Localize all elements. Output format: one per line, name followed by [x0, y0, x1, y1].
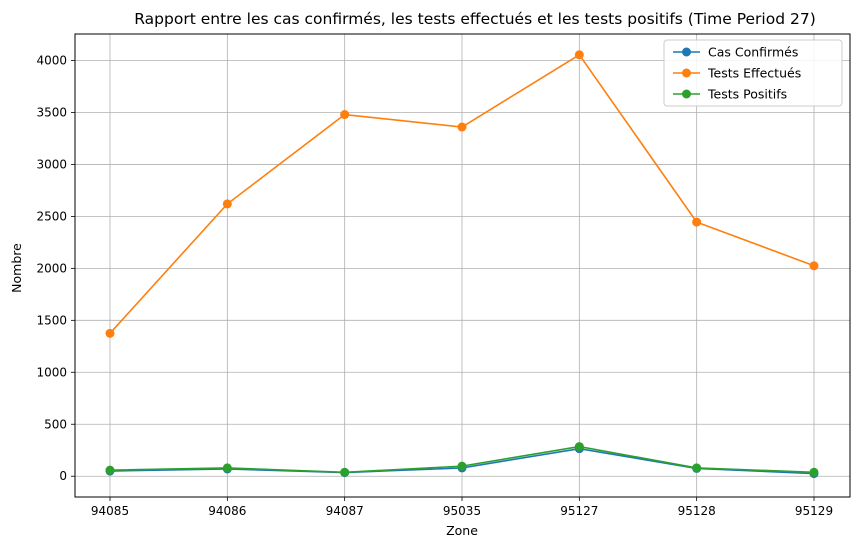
plot-area-frame — [74, 33, 851, 498]
legend: Cas Confirmés Tests Effectués Tests Positi… — [663, 39, 843, 107]
data-point — [809, 467, 819, 477]
data-point — [340, 467, 350, 477]
series-group — [105, 50, 819, 338]
data-point — [457, 122, 467, 132]
x-tick-label: 95129 — [795, 504, 833, 518]
data-point — [574, 442, 584, 452]
legend-entry-label: Cas Confirmés — [708, 45, 798, 60]
x-axis-label: Zone — [446, 523, 478, 538]
chart-title: Rapport entre les cas confirmés, les tes… — [134, 10, 816, 28]
y-tick-label: 500 — [44, 417, 67, 431]
x-tick-label: 95127 — [560, 504, 598, 518]
data-point — [692, 463, 702, 473]
legend-entry-label: Tests Effectués — [707, 66, 801, 81]
data-point — [574, 50, 584, 60]
y-axis-ticks: 0 500 1000 1500 2000 2500 3000 3500 4000 — [36, 54, 75, 483]
data-point — [222, 199, 232, 209]
y-tick-label: 3000 — [36, 157, 67, 171]
y-tick-label: 2500 — [36, 209, 67, 223]
x-tick-label: 95035 — [443, 504, 481, 518]
y-tick-label: 1000 — [36, 365, 67, 379]
x-tick-label: 94087 — [326, 504, 364, 518]
y-tick-label: 3500 — [36, 105, 67, 119]
x-axis-ticks: 94085 94086 94087 95035 95127 95128 95129 — [91, 497, 833, 518]
y-tick-label: 0 — [59, 469, 67, 483]
plot-series — [105, 50, 819, 479]
data-point — [105, 465, 115, 475]
y-tick-label: 1500 — [36, 313, 67, 327]
grid-lines — [75, 34, 850, 497]
legend-swatch-marker — [682, 47, 691, 57]
data-point — [457, 461, 467, 471]
y-axis-label: Nombre — [9, 243, 24, 293]
data-point — [222, 463, 232, 473]
x-tick-label: 94086 — [208, 504, 246, 518]
x-tick-label: 95128 — [678, 504, 716, 518]
y-tick-label: 2000 — [36, 261, 67, 275]
legend-box — [663, 39, 843, 107]
data-point — [340, 110, 350, 120]
data-point — [809, 261, 819, 271]
y-tick-label: 4000 — [36, 54, 67, 68]
data-point — [692, 217, 702, 227]
legend-entry-label: Tests Positifs — [707, 87, 787, 102]
legend-swatch-marker — [682, 89, 691, 99]
x-tick-label: 94085 — [91, 504, 129, 518]
legend-swatch-marker — [682, 68, 691, 78]
series-group — [105, 442, 819, 477]
data-point — [105, 328, 115, 338]
